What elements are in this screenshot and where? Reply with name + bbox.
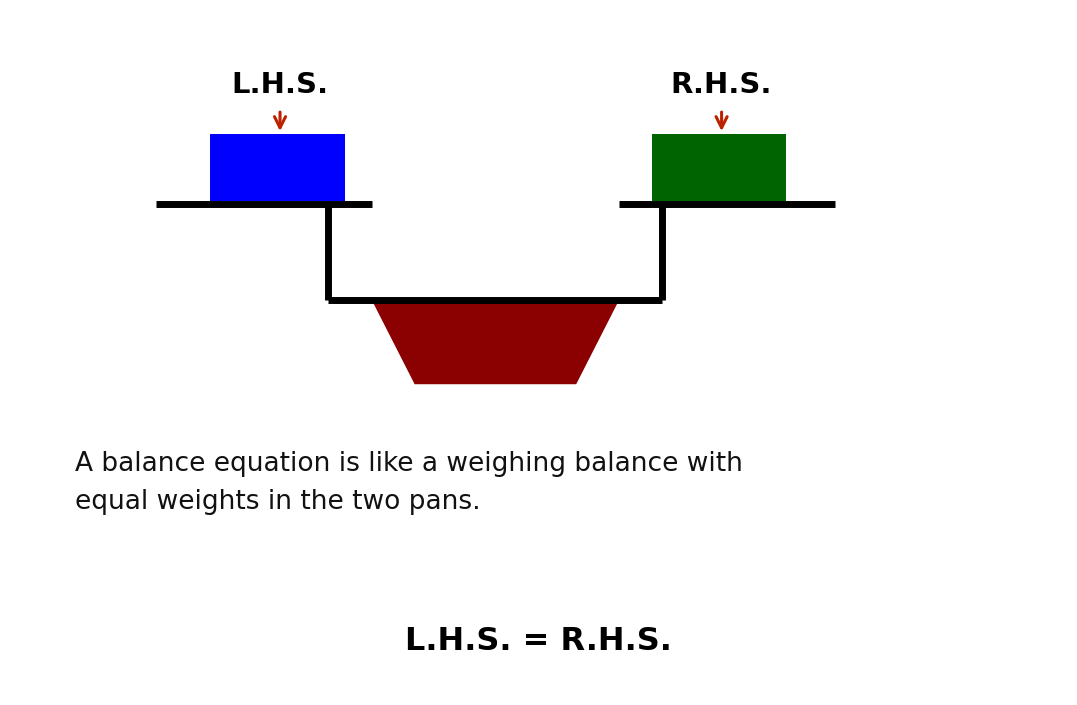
Text: L.H.S. = R.H.S.: L.H.S. = R.H.S. (405, 626, 672, 657)
Text: A balance equation is like a weighing balance with
equal weights in the two pans: A balance equation is like a weighing ba… (75, 451, 743, 515)
Polygon shape (372, 300, 619, 384)
Text: R.H.S.: R.H.S. (671, 70, 772, 99)
Bar (652, 134, 786, 201)
Bar (210, 134, 345, 201)
Text: L.H.S.: L.H.S. (232, 70, 328, 99)
